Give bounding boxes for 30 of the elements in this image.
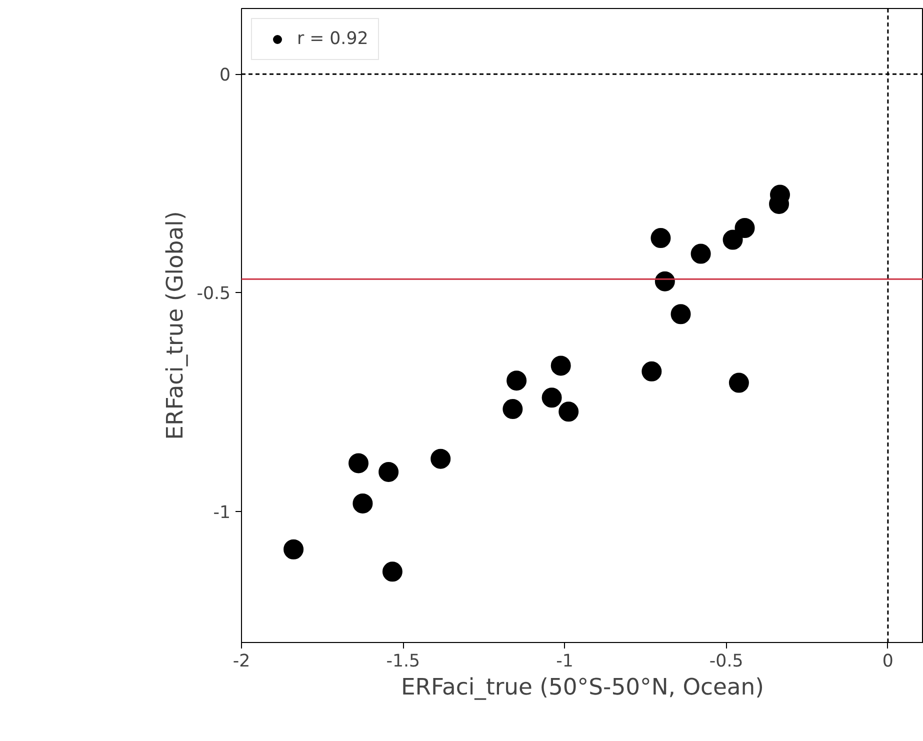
point <box>502 399 523 419</box>
point <box>348 453 369 474</box>
point <box>506 370 527 391</box>
legend-label: r = 0.92 <box>297 29 368 49</box>
y-tick-label: -0.5 <box>196 284 230 304</box>
point <box>690 244 711 264</box>
x-tick-label: -2 <box>232 652 250 672</box>
point <box>382 562 402 582</box>
point <box>728 372 749 393</box>
point <box>550 356 571 376</box>
point <box>734 218 755 238</box>
point <box>542 388 562 408</box>
x-tick-label: -1.5 <box>386 652 420 672</box>
point <box>654 271 675 292</box>
y-tick-label: -1 <box>213 502 231 523</box>
x-tick-label: -1 <box>556 652 574 672</box>
point <box>430 448 451 469</box>
x-tick-label: 0 <box>882 652 894 672</box>
y-axis-title: ERFaci_true (Global) <box>162 211 189 440</box>
x-axis-title: ERFaci_true (50°S-50°N, Ocean) <box>400 674 764 700</box>
point <box>670 304 691 324</box>
point <box>378 462 399 482</box>
point <box>284 539 304 560</box>
point <box>650 228 671 248</box>
point <box>722 230 743 250</box>
point <box>352 493 373 514</box>
y-tick-label: 0 <box>219 66 231 86</box>
point <box>558 402 579 422</box>
x-tick-label: -0.5 <box>709 652 744 672</box>
point <box>642 361 662 382</box>
